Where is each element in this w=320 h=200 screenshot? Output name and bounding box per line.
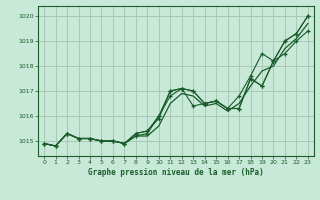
X-axis label: Graphe pression niveau de la mer (hPa): Graphe pression niveau de la mer (hPa) xyxy=(88,168,264,177)
